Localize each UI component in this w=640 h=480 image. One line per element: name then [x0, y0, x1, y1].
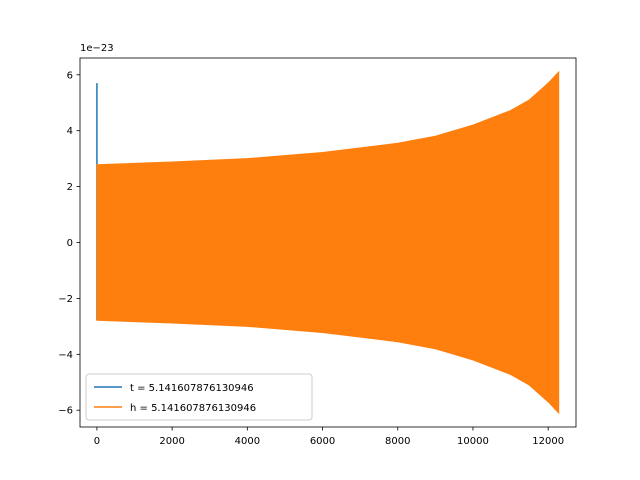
- axes-layer: 0 2000 4000 6000 8000 10000 12000 −6 −4 −2 0 2 4 6: [58, 57, 577, 447]
- y-tick-label: 4: [67, 126, 73, 137]
- x-tick-label: 4000: [235, 436, 260, 447]
- y-offset-text: 1e−23: [80, 43, 114, 54]
- legend: t = 5.141607876130946 h = 5.1416078761309…: [85, 373, 313, 421]
- y-tick-label: 2: [67, 182, 73, 193]
- legend-label: t = 5.141607876130946: [130, 383, 254, 394]
- x-tick-label: 6000: [310, 436, 335, 447]
- x-tick-label: 0: [94, 436, 100, 447]
- x-tick-label: 12000: [532, 436, 564, 447]
- y-tick-label: 0: [67, 238, 73, 249]
- legend-box: [85, 373, 313, 421]
- series-layer: [96, 70, 560, 415]
- y-tick-label: −2: [58, 294, 73, 305]
- y-tick-label: −4: [58, 350, 73, 361]
- y-tick-label: 6: [67, 70, 73, 81]
- legend-label: h = 5.141607876130946: [130, 403, 256, 414]
- x-tick-label: 2000: [159, 436, 184, 447]
- y-tick-label: −6: [58, 406, 73, 417]
- x-tick-label: 10000: [457, 436, 489, 447]
- x-tick-label: 8000: [385, 436, 410, 447]
- series-h-envelope: [96, 70, 560, 415]
